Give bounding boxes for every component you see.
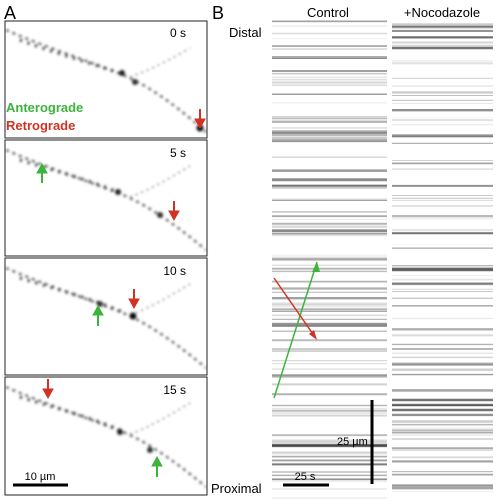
kymograph-title: Control (307, 5, 349, 20)
retrograde-arrow (42, 379, 54, 400)
panel-b-letter: B (212, 3, 224, 23)
frame-time-label: 15 s (163, 383, 186, 397)
frame-0s: 0 s Anterograde Retrograde (4, 20, 208, 139)
scalebar-time-label: 25 s (295, 471, 316, 483)
axis-bottom-label: Proximal (211, 481, 262, 496)
scalebar-time: 25 s (283, 471, 329, 487)
retrograde-arrow (168, 201, 180, 222)
anterograde-trace (273, 261, 320, 399)
legend-anterograde: Anterograde (6, 100, 83, 115)
neurite-image (5, 385, 207, 488)
anterograde-arrow (92, 304, 104, 326)
scalebar-label: 10 µm (25, 471, 56, 483)
neurite-image (5, 148, 207, 251)
neurite-image (5, 28, 207, 133)
panel-a-letter: A (4, 3, 16, 23)
scalebar-a: 10 µm (13, 471, 68, 487)
anterograde-arrow (36, 162, 48, 183)
frame-time-label: 0 s (170, 26, 186, 40)
frame-time-label: 10 s (163, 264, 186, 278)
kymograph-control: 25 s 25 µm (272, 20, 387, 503)
kymograph-title: +Nocodazole (404, 5, 480, 20)
retrograde-arrow (128, 289, 140, 310)
frame-5s: 5 s (4, 139, 208, 257)
retrograde-arrow (194, 109, 206, 130)
retrograde-trace (273, 277, 317, 340)
frame-10s: 10 s (4, 257, 208, 376)
neurite-image (5, 266, 207, 369)
frame-15s: 15 s 10 µm (4, 376, 208, 496)
axis-top-label: Distal (229, 25, 262, 40)
anterograde-arrow (151, 455, 163, 477)
scalebar-distance-label: 25 µm (337, 436, 368, 448)
kymograph-nocodazole (392, 21, 493, 503)
frame-time-label: 5 s (170, 146, 186, 160)
legend-retrograde: Retrograde (6, 118, 75, 133)
scalebar-distance: 25 µm (337, 400, 374, 484)
